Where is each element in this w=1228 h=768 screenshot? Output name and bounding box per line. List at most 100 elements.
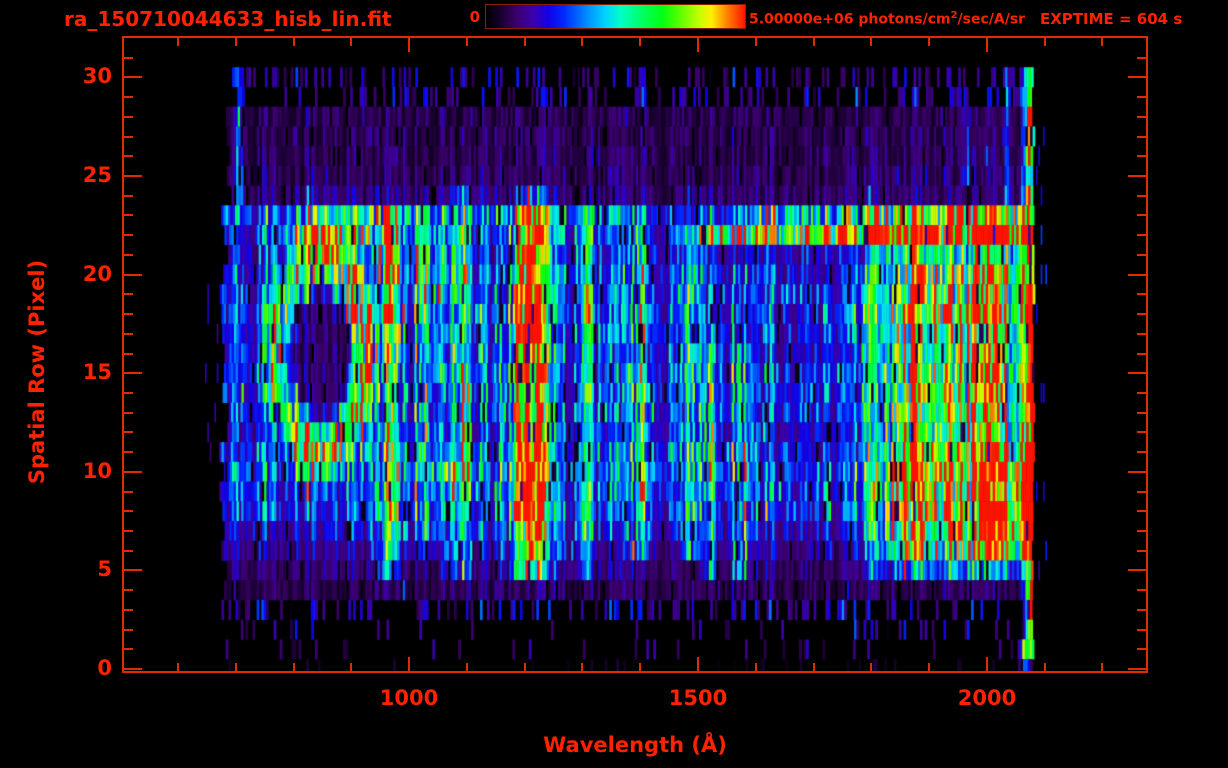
tick-mark (124, 76, 142, 78)
tick-mark (1137, 116, 1146, 118)
x-axis-title: Wavelength (Å) (543, 733, 727, 757)
tick-mark (293, 38, 295, 46)
tick-mark (986, 38, 988, 52)
tick-mark (1137, 96, 1146, 98)
tick-mark (870, 38, 872, 46)
tick-mark (1137, 609, 1146, 611)
tick-mark (124, 274, 142, 276)
y-tick-label: 0 (97, 656, 112, 680)
tick-mark (124, 333, 133, 335)
tick-mark (1128, 274, 1146, 276)
tick-mark (124, 313, 133, 315)
tick-mark (124, 155, 133, 157)
tick-mark (697, 657, 699, 671)
tick-mark (124, 214, 133, 216)
plot-frame (122, 36, 1148, 673)
tick-mark (124, 629, 133, 631)
y-tick-label: 25 (82, 163, 112, 187)
tick-mark (124, 392, 133, 394)
colorbar-units-sup: 2 (950, 10, 958, 21)
colorbar (485, 4, 746, 29)
tick-mark (466, 663, 468, 671)
colorbar-min-label: 0 (469, 8, 480, 26)
x-tick-label: 1500 (668, 686, 728, 710)
tick-mark (1137, 648, 1146, 650)
tick-mark (1137, 431, 1146, 433)
y-tick-label: 10 (82, 459, 112, 483)
tick-mark (639, 663, 641, 671)
tick-mark (1137, 333, 1146, 335)
tick-mark (524, 663, 526, 671)
tick-mark (124, 589, 133, 591)
tick-mark (813, 663, 815, 671)
tick-mark (1128, 569, 1146, 571)
tick-mark (1137, 254, 1146, 256)
tick-mark (124, 569, 142, 571)
tick-mark (124, 648, 133, 650)
tick-mark (124, 96, 133, 98)
tick-mark (124, 57, 133, 59)
colorbar-max-label: 5.00000e+06 photons/cm2/sec/A/sr (749, 10, 1025, 28)
tick-mark (124, 668, 142, 670)
tick-mark (581, 38, 583, 46)
colorbar-units-suffix: /sec/A/sr (957, 11, 1026, 28)
tick-mark (524, 38, 526, 46)
tick-mark (124, 372, 142, 374)
tick-mark (1101, 663, 1103, 671)
tick-mark (1137, 293, 1146, 295)
tick-mark (124, 353, 133, 355)
tick-mark (1137, 451, 1146, 453)
tick-mark (177, 38, 179, 46)
tick-mark (124, 491, 133, 493)
tick-mark (1137, 589, 1146, 591)
tick-mark (986, 657, 988, 671)
tick-mark (1128, 372, 1146, 374)
tick-mark (177, 663, 179, 671)
tick-mark (1137, 392, 1146, 394)
tick-mark (124, 471, 142, 473)
colorbar-gradient (486, 5, 745, 28)
tick-mark (124, 136, 133, 138)
tick-mark (124, 550, 133, 552)
plot-title: ra_150710044633_hisb_lin.fit (64, 7, 392, 31)
tick-mark (1137, 412, 1146, 414)
tick-mark (1137, 491, 1146, 493)
y-tick-label: 20 (82, 262, 112, 286)
tick-mark (235, 663, 237, 671)
tick-mark (1137, 57, 1146, 59)
tick-mark (1128, 668, 1146, 670)
tick-mark (755, 663, 757, 671)
exptime-label: EXPTIME = 604 s (1040, 10, 1183, 28)
tick-mark (124, 412, 133, 414)
tick-mark (124, 116, 133, 118)
tick-mark (124, 175, 142, 177)
tick-mark (466, 38, 468, 46)
tick-mark (813, 38, 815, 46)
tick-mark (697, 38, 699, 52)
tick-mark (408, 38, 410, 52)
tick-mark (293, 663, 295, 671)
tick-mark (1137, 195, 1146, 197)
tick-mark (1137, 234, 1146, 236)
tick-mark (124, 451, 133, 453)
heatmap-canvas (124, 38, 1146, 671)
tick-mark (124, 254, 133, 256)
y-axis-title: Spatial Row (Pixel) (25, 259, 49, 485)
tick-mark (1137, 510, 1146, 512)
tick-mark (928, 663, 930, 671)
tick-mark (1137, 550, 1146, 552)
colorbar-max-value: 5.00000e+06 (749, 11, 854, 28)
tick-mark (408, 657, 410, 671)
tick-mark (1137, 629, 1146, 631)
tick-mark (124, 609, 133, 611)
tick-mark (124, 510, 133, 512)
tick-mark (124, 530, 133, 532)
tick-mark (639, 38, 641, 46)
y-tick-label: 5 (97, 557, 112, 581)
tick-mark (124, 293, 133, 295)
x-tick-label: 2000 (957, 686, 1017, 710)
tick-mark (1128, 471, 1146, 473)
tick-mark (124, 234, 133, 236)
tick-mark (1128, 175, 1146, 177)
